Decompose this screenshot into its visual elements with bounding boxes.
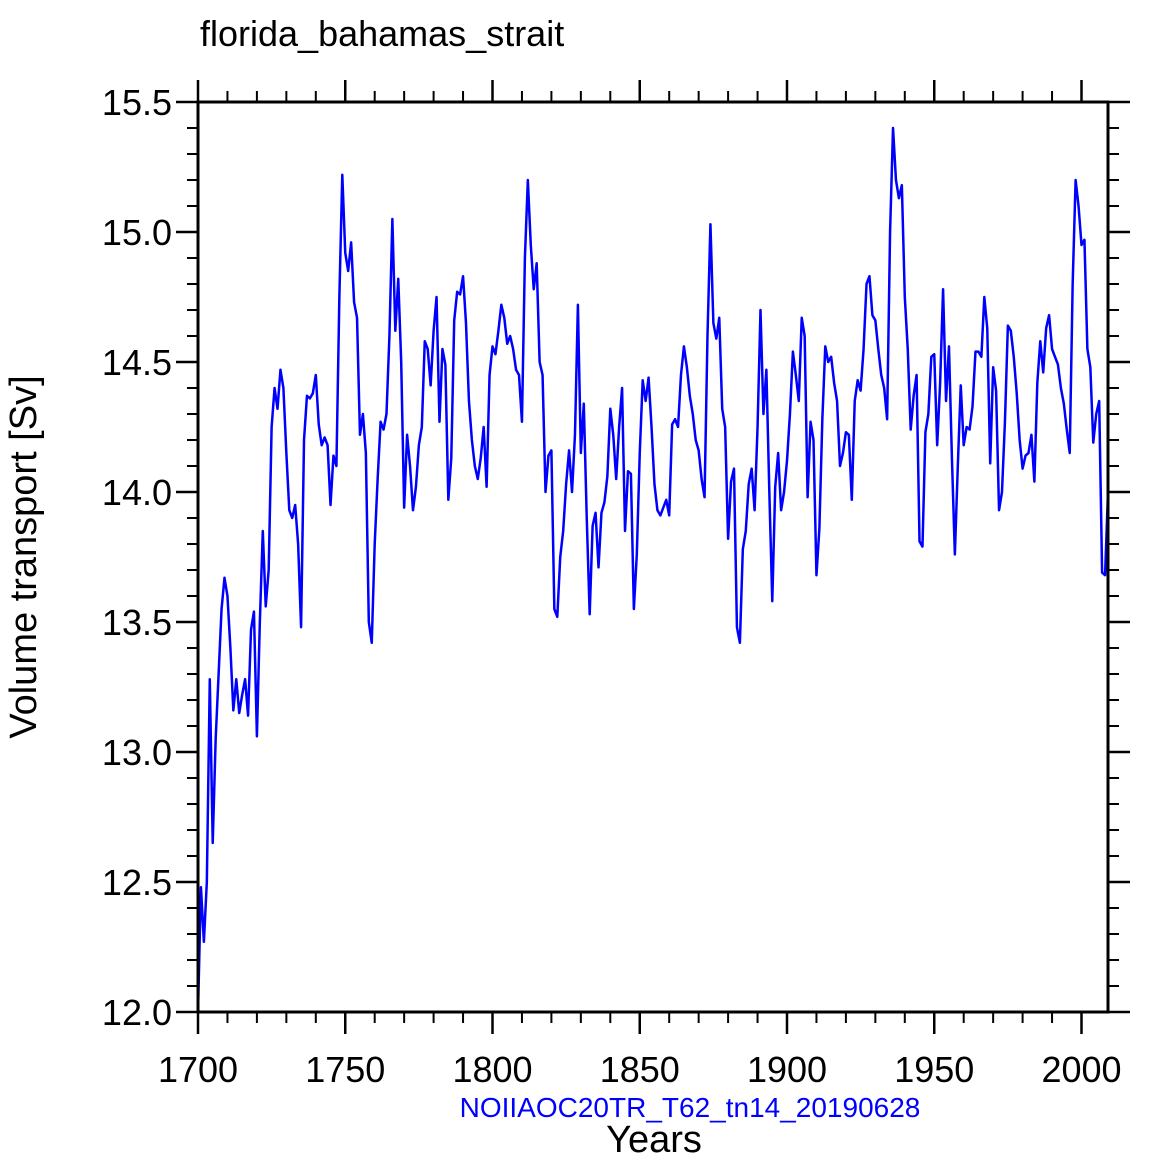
series-line-florida-bahamas-strait bbox=[196, 126, 1110, 1013]
x-tick-label: 1800 bbox=[452, 1049, 532, 1090]
x-axis-label: Years bbox=[606, 1119, 702, 1161]
y-tick-labels: 12.0 12.5 13.0 13.5 14.0 14.5 15.0 15.5 bbox=[102, 82, 172, 1033]
plot-area-frame bbox=[196, 100, 1110, 1014]
x-tick-label: 1900 bbox=[747, 1049, 827, 1090]
y-axis-label: Volume transport [Sv] bbox=[3, 375, 45, 738]
case-name-label: NOIIAOC20TR_T62_tn14_20190628 bbox=[460, 1092, 921, 1123]
x-tick-label: 1700 bbox=[158, 1049, 238, 1090]
x-tick-label: 1950 bbox=[894, 1049, 974, 1090]
y-tick-label: 13.5 bbox=[102, 602, 172, 643]
axis-ticks bbox=[176, 80, 1130, 1034]
x-tick-labels: 1700 1750 1800 1850 1900 1950 2000 bbox=[158, 1049, 1122, 1090]
y-tick-label: 14.5 bbox=[102, 342, 172, 383]
chart-title: florida_bahamas_strait bbox=[200, 13, 564, 54]
y-tick-label: 12.5 bbox=[102, 862, 172, 903]
y-tick-label: 14.0 bbox=[102, 472, 172, 513]
y-tick-label: 15.0 bbox=[102, 212, 172, 253]
x-tick-label: 2000 bbox=[1041, 1049, 1121, 1090]
y-tick-label: 13.0 bbox=[102, 732, 172, 773]
y-tick-label: 12.0 bbox=[102, 992, 172, 1033]
x-tick-label: 1850 bbox=[600, 1049, 680, 1090]
y-tick-label: 15.5 bbox=[102, 82, 172, 123]
x-tick-label: 1750 bbox=[305, 1049, 385, 1090]
